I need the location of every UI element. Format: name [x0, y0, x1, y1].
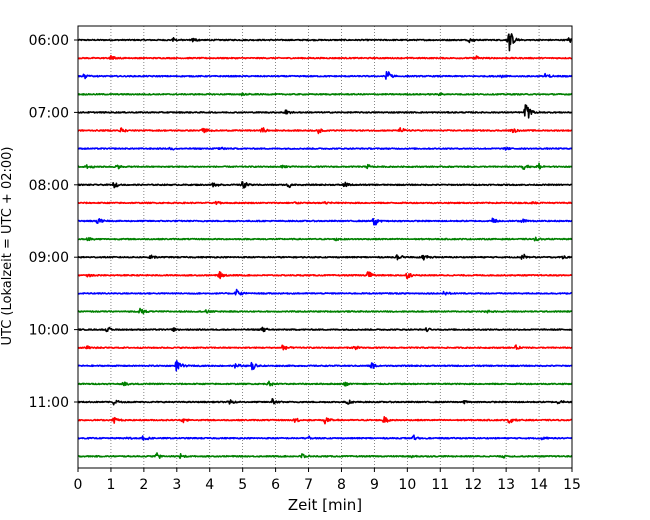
trace-row-0930 [77, 288, 573, 296]
trace-row-1145 [77, 452, 573, 460]
trace-row-0730 [77, 146, 573, 151]
x-tick-label: 10 [398, 477, 416, 493]
trace-row-1100 [77, 397, 573, 406]
trace-row-1130 [77, 434, 573, 441]
seismic-traces [77, 33, 573, 460]
trace-row-0900 [77, 253, 573, 261]
y-tick-label: 11:00 [29, 395, 69, 411]
trace-row-0700 [77, 104, 573, 119]
y-tick-label: 06:00 [29, 33, 69, 49]
y-tick-label: 09:00 [29, 250, 69, 266]
trace-row-0645 [77, 92, 573, 97]
x-tick-label: 13 [497, 477, 515, 493]
trace-row-0845 [77, 236, 573, 242]
trace-row-1045 [77, 380, 573, 387]
x-tick-label: 0 [74, 477, 83, 493]
trace-row-0600 [77, 33, 573, 52]
trace-row-0745 [77, 162, 573, 170]
trace-row-0915 [77, 271, 573, 280]
x-tick-label: 3 [172, 477, 181, 493]
plot-frame [77, 25, 573, 469]
trace-row-0830 [77, 217, 573, 226]
trace-row-1030 [77, 360, 573, 372]
trace-row-0615 [77, 54, 573, 60]
x-tick-label: 6 [271, 477, 280, 493]
trace-row-0945 [77, 307, 573, 315]
y-axis-label: UTC (Lokalzeit = UTC + 02:00) [0, 147, 15, 346]
x-tick-label: 9 [370, 477, 379, 493]
x-tick-label: 8 [337, 477, 346, 493]
x-axis-label: Zeit [min] [288, 496, 362, 514]
x-tick-label: 15 [563, 477, 581, 493]
trace-row-0715 [77, 127, 573, 135]
x-axis: 0 1 2 3 4 5 6 7 8 9 10 11 12 13 14 15 [74, 468, 581, 493]
trace-row-1015 [77, 344, 573, 351]
y-tick-label: 07:00 [29, 105, 69, 121]
y-axis: 06:00 07:00 08:00 09:00 10:00 11:00 [29, 33, 78, 411]
trace-row-0815 [77, 200, 573, 206]
x-tick-label: 11 [431, 477, 449, 493]
x-tick-label: 14 [530, 477, 548, 493]
x-tick-label: 2 [139, 477, 148, 493]
x-tick-label: 1 [106, 477, 115, 493]
x-tick-label: 5 [238, 477, 247, 493]
x-tick-label: 4 [205, 477, 214, 493]
x-tick-label: 7 [304, 477, 313, 493]
trace-row-0800 [77, 181, 573, 189]
y-tick-label: 10:00 [29, 323, 69, 339]
x-tick-label: 12 [464, 477, 482, 493]
trace-row-1000 [77, 326, 573, 333]
y-tick-label: 08:00 [29, 178, 69, 194]
trace-row-0630 [77, 70, 573, 80]
trace-row-1115 [77, 416, 573, 425]
